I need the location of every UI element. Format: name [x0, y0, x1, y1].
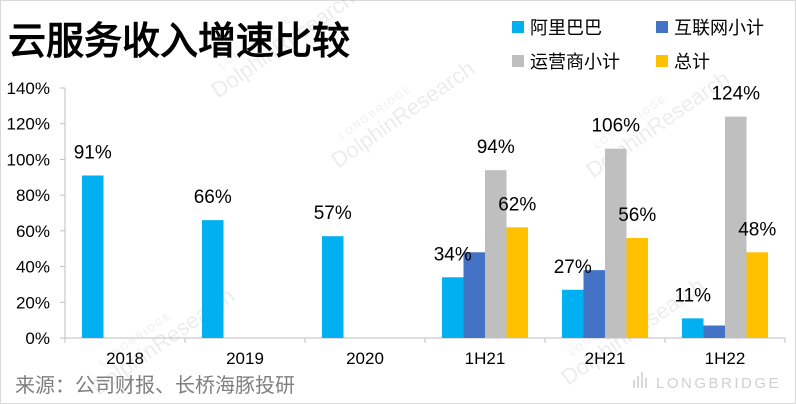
x-tick-label-1h21: 1H21	[465, 349, 506, 368]
y-tick-label-140: 140%	[7, 79, 50, 98]
bar-internet-subtotal-1h22	[703, 325, 725, 338]
y-tick-label-0: 0%	[25, 329, 50, 348]
data-label-alibaba-2019: 66%	[194, 187, 232, 208]
data-label-total-1h22: 48%	[738, 219, 776, 240]
bar-alibaba-2020	[322, 236, 344, 338]
legend-item-operator-subtotal: 运营商小计	[512, 52, 620, 72]
legend-swatch-operator-subtotal	[512, 55, 524, 67]
y-tick-label-120: 120%	[7, 115, 50, 134]
x-tick-label-2h21: 2H21	[585, 349, 626, 368]
data-label-operator-subtotal-1h22: 124%	[711, 84, 760, 105]
data-label-alibaba-1h21: 34%	[434, 244, 472, 265]
data-label-alibaba-2018: 91%	[74, 143, 112, 164]
y-tick-label-20: 20%	[16, 293, 50, 312]
data-label-alibaba-2020: 57%	[314, 203, 352, 224]
bar-operator-subtotal-1h21	[485, 170, 507, 338]
legend: 阿里巴巴 互联网小计 运营商小计 总计	[512, 18, 764, 72]
chart-title: 云服务收入增速比较	[8, 21, 350, 63]
legend-swatch-internet-subtotal	[656, 21, 668, 33]
legend-label-operator-subtotal: 运营商小计	[530, 52, 620, 72]
bar-total-1h21	[506, 227, 528, 338]
legend-label-internet-subtotal: 互联网小计	[674, 18, 764, 38]
legend-item-alibaba: 阿里巴巴	[512, 18, 602, 38]
legend-item-total: 总计	[656, 52, 710, 72]
longbridge-logo-icon	[633, 372, 647, 388]
bar-internet-subtotal-1h21	[463, 252, 485, 338]
bar-operator-subtotal-1h22	[725, 116, 747, 338]
bar-alibaba-2018	[82, 175, 104, 338]
y-tick-label-80: 80%	[16, 186, 50, 205]
x-tick-label-1h22: 1H22	[705, 349, 746, 368]
bar-total-1h22	[746, 252, 768, 338]
x-tick-label-2019: 2019	[226, 349, 264, 368]
x-tick-label-2018: 2018	[106, 349, 144, 368]
bar-alibaba-2h21	[562, 289, 584, 338]
y-tick-label-60: 60%	[16, 222, 50, 241]
bar-alibaba-1h21	[442, 277, 464, 338]
data-label-operator-subtotal-1h21: 94%	[477, 137, 515, 158]
source-note: 来源：公司财报、长桥海豚投研	[15, 374, 295, 397]
longbridge-logo-text: LONGBRIDGE	[656, 375, 781, 392]
bar-alibaba-1h22	[682, 318, 704, 338]
data-label-total-1h21: 62%	[498, 194, 536, 215]
data-label-total-2h21: 56%	[618, 205, 656, 226]
legend-label-alibaba: 阿里巴巴	[530, 18, 602, 38]
legend-label-total: 总计	[674, 52, 710, 72]
bar-operator-subtotal-2h21	[605, 148, 627, 338]
bar-internet-subtotal-2h21	[583, 270, 605, 338]
legend-swatch-total	[656, 55, 668, 67]
data-labels: 91% 66% 57% 34% 27% 11% 94% 106% 124% 62% 56% 48%	[74, 84, 777, 307]
bar-alibaba-2019	[202, 220, 224, 338]
data-label-alibaba-1h22: 11%	[674, 285, 711, 306]
bars	[82, 116, 768, 338]
y-tick-label-40: 40%	[16, 258, 50, 277]
data-label-operator-subtotal-2h21: 106%	[591, 116, 640, 137]
legend-item-internet-subtotal: 互联网小计	[656, 18, 764, 38]
bar-total-2h21	[626, 238, 648, 338]
x-tick-label-2020: 2020	[346, 349, 384, 368]
legend-swatch-alibaba	[512, 21, 524, 33]
y-tick-label-100: 100%	[7, 150, 50, 169]
longbridge-logo: LONGBRIDGE	[633, 372, 781, 392]
axes: 0% 20% 40% 60% 80% 100% 120% 140% 2018 2019 2020 1H…	[7, 79, 786, 368]
data-label-alibaba-2h21: 27%	[554, 257, 592, 278]
